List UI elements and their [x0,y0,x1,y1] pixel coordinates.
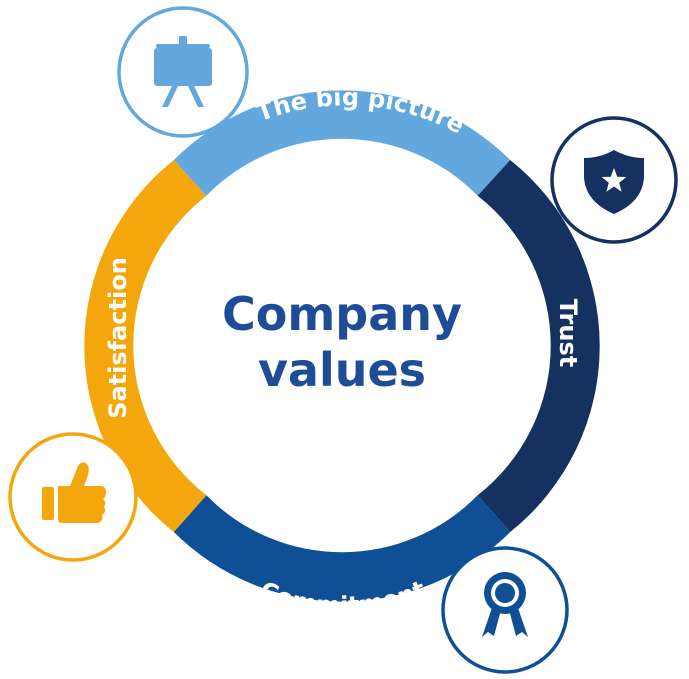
easel-icon [154,36,212,107]
segment-satisfaction [84,160,207,532]
center-title-line1: Company [222,287,462,341]
award-ribbon-icon [482,572,528,637]
badge-satisfaction [8,432,138,562]
thumbs-up-icon [42,462,106,523]
badge-big-picture [117,6,249,138]
label-satisfaction: Satisfaction [104,257,132,419]
shield-star-icon [584,150,644,214]
label-trust: Trust [554,299,582,367]
center-disc [153,157,531,535]
values-ring [84,90,600,602]
center-title-line2: values [258,343,426,397]
segment-commitment [173,495,511,602]
badge-commitment [441,546,569,674]
segment-trust [477,160,600,532]
badge-trust [550,116,678,244]
segment-big-picture [173,90,511,196]
